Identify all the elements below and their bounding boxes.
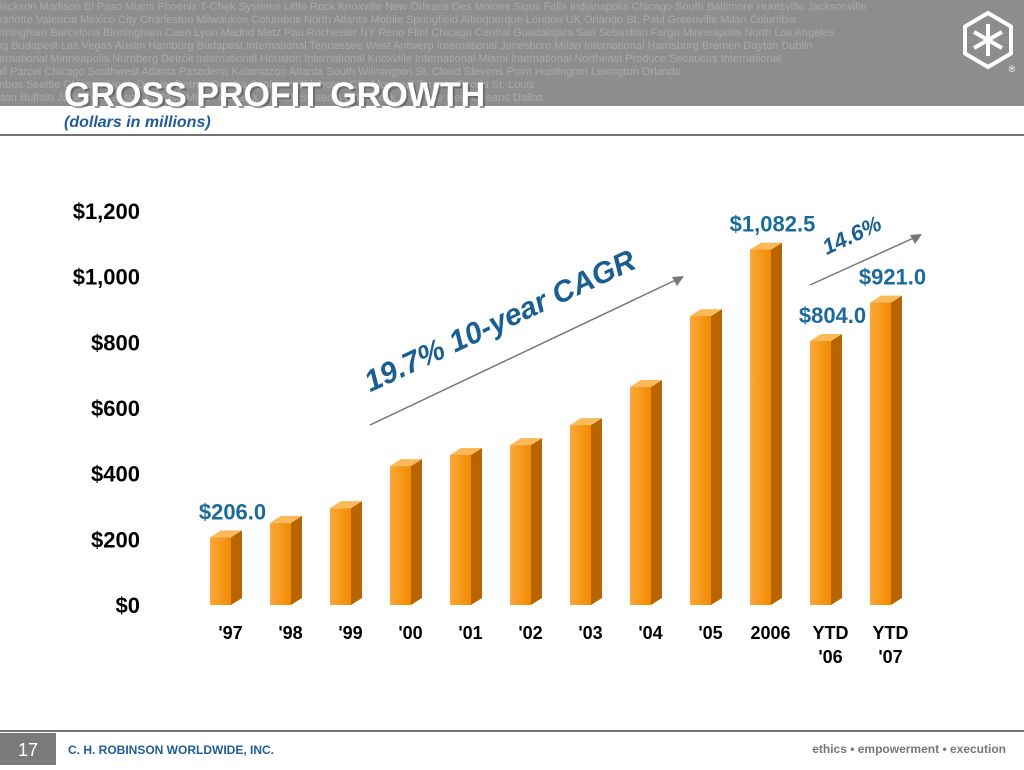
chart-subtitle: (dollars in millions) — [64, 114, 211, 131]
growth-annotation: 14.6% — [818, 211, 885, 260]
bar-top — [330, 501, 362, 509]
bar-side — [231, 530, 242, 605]
x-tick-label: '04 — [638, 623, 662, 643]
bar-side — [351, 501, 362, 605]
bar — [750, 249, 771, 605]
y-tick-label: $1,200 — [73, 199, 140, 224]
value-label: $206.0 — [199, 499, 266, 524]
x-tick-label: '97 — [218, 623, 242, 643]
header-texture: Jackson Madison El Paso Miami Phoenix T-… — [0, 1, 866, 104]
bar — [630, 386, 651, 605]
bar-top — [270, 515, 302, 523]
x-tick-label: 2006 — [750, 623, 790, 643]
y-tick-label: $0 — [116, 593, 140, 618]
bar-top — [510, 438, 542, 446]
ytd-arrowhead — [910, 234, 922, 244]
y-tick-label: $600 — [91, 396, 140, 421]
ytd-arrow — [809, 235, 919, 286]
bar — [570, 425, 591, 605]
texture-line: ston Buffalo Jackson Madison El Paso Mia… — [0, 92, 544, 104]
x-tick-label: '00 — [398, 623, 422, 643]
cagr-arrowhead — [672, 276, 684, 286]
texture-line: irmingham Barcelona Birmingham Caen Lyon… — [0, 27, 835, 39]
bar-top — [570, 418, 602, 426]
bar — [390, 466, 411, 605]
bar-side — [291, 515, 302, 605]
texture-line: Jackson Madison El Paso Miami Phoenix T-… — [0, 1, 866, 13]
bar-side — [591, 418, 602, 605]
bar-top — [690, 309, 722, 317]
y-tick-label: $1,000 — [73, 265, 140, 290]
bar-top — [750, 242, 782, 250]
x-tick-label: YTD '07 — [873, 623, 909, 667]
bar-side — [831, 334, 842, 605]
header-banner — [0, 0, 1024, 106]
title-shadow: GROSS PROFIT GROWTH — [66, 78, 487, 116]
bar — [810, 341, 831, 605]
bar — [330, 508, 351, 605]
x-tick-label: '02 — [518, 623, 542, 643]
y-tick-label: $200 — [91, 527, 140, 552]
bar-top — [390, 459, 422, 467]
cagr-annotation: 19.7% 10-year CAGR — [359, 244, 641, 399]
texture-line: harlotte Valencia Mexico City Charleston… — [0, 14, 797, 26]
chart-title: GROSS PROFIT GROWTH — [64, 76, 485, 114]
bar — [690, 316, 711, 605]
x-tick-label: '05 — [698, 623, 722, 643]
texture-line: ternational Minneapolis Nurnberg Detroit… — [0, 53, 781, 65]
logo — [963, 10, 1013, 70]
company-name: C. H. ROBINSON WORLDWIDE, INC. — [68, 743, 274, 757]
bar-side — [711, 309, 722, 605]
bar-top — [630, 379, 662, 387]
y-tick-label: $400 — [91, 462, 140, 487]
cagr-arrow — [369, 277, 681, 426]
tagline: ethics • empowerment • execution — [812, 742, 1006, 756]
bar — [210, 537, 231, 605]
bar-side — [531, 438, 542, 605]
value-label: $804.0 — [799, 303, 866, 328]
bar-top — [210, 530, 242, 538]
x-tick-label: '98 — [278, 623, 302, 643]
texture-line: mbus Seattle Chicago North Denver Detroi… — [0, 79, 535, 91]
value-label: $1,082.5 — [730, 212, 816, 237]
x-tick-label: '03 — [578, 623, 602, 643]
page-number: 17 — [18, 740, 38, 760]
x-tick-label: '01 — [458, 623, 482, 643]
bar — [870, 302, 891, 605]
x-tick-label: YTD '06 — [813, 623, 849, 667]
page-box — [0, 733, 56, 765]
bar — [510, 445, 531, 605]
bar-top — [450, 447, 482, 455]
bar-side — [771, 242, 782, 605]
y-tick-label: $800 — [91, 330, 140, 355]
value-label: $921.0 — [859, 265, 926, 290]
bar-top — [810, 334, 842, 342]
bar — [450, 454, 471, 605]
texture-line: ull Parcel Chicago Southwest Atlanta Pas… — [0, 66, 681, 78]
bar-side — [891, 295, 902, 605]
x-tick-label: '99 — [338, 623, 362, 643]
bar-side — [471, 447, 482, 605]
bar-top — [870, 295, 902, 303]
bar-side — [651, 379, 662, 605]
bar-side — [411, 459, 422, 605]
bar — [270, 522, 291, 605]
plot: $0 $200 $400 $600 $800 $1,000 $1,200 '97 $206.0 '… — [73, 199, 926, 667]
logo-mark: ® — [1009, 64, 1016, 74]
texture-line: ng Budapest Las Vegas Austin Hamburg Bud… — [0, 40, 813, 52]
